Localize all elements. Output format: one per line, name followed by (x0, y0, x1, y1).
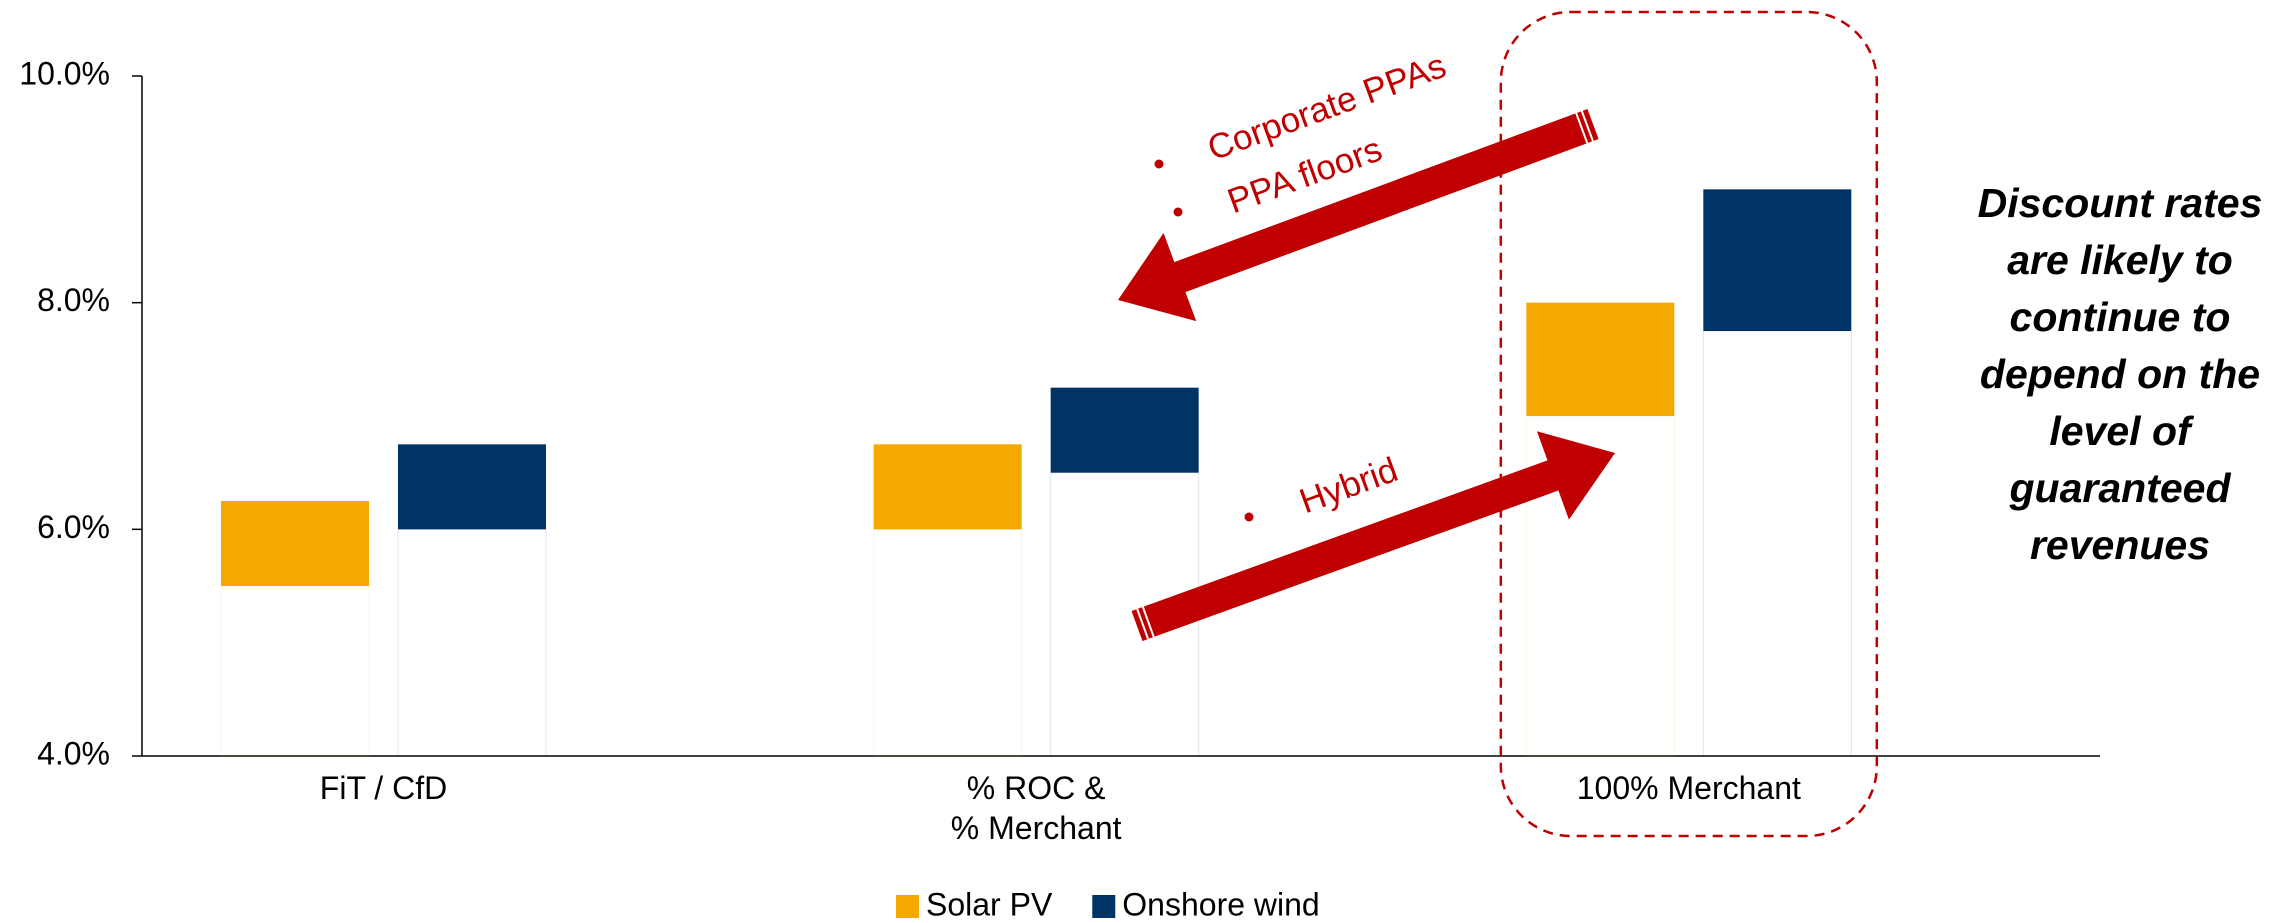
annotation: Hybrid (1295, 450, 1403, 521)
bullet (1154, 159, 1164, 169)
y-tick-label: 4.0% (37, 735, 110, 771)
bar-base-outline (397, 528, 547, 757)
y-tick-label: 8.0% (37, 282, 110, 318)
y-tick-label: 6.0% (37, 509, 110, 545)
arrow (1131, 431, 1615, 642)
x-tick-label: % ROC & % Merchant (950, 770, 1122, 846)
bullet (1173, 207, 1183, 217)
bar (397, 444, 546, 530)
bar (220, 501, 369, 586)
y-tick-label: 10.0% (19, 55, 110, 91)
arrow-tail-stripe (1136, 608, 1150, 640)
bar (1526, 302, 1675, 416)
arrow-tail-stripe (1580, 110, 1594, 142)
arrow-tail-stripe (1141, 606, 1155, 638)
bullet (1244, 512, 1254, 522)
legend-label: Onshore wind (1122, 886, 1319, 922)
x-tick-label: FiT / CfD (319, 770, 448, 806)
bar-base-outline (220, 585, 370, 757)
arrow (1118, 108, 1599, 322)
legend: Solar PV Onshore wind (896, 886, 1320, 922)
highlight-box (1499, 10, 1879, 838)
side-note: Discount rates are likely to continue to… (1977, 180, 2263, 568)
bar (1703, 189, 1852, 331)
legend-swatch (1092, 895, 1116, 918)
x-tick-label: 100% Merchant (1576, 770, 1801, 806)
arrow-tail-stripe (1575, 112, 1589, 144)
legend-swatch (896, 895, 919, 918)
bar-base-outline (873, 528, 1023, 757)
bar (1050, 387, 1199, 473)
bar (873, 444, 1022, 530)
bar-base-outline (1702, 330, 1852, 757)
legend-label: Solar PV (926, 886, 1053, 922)
